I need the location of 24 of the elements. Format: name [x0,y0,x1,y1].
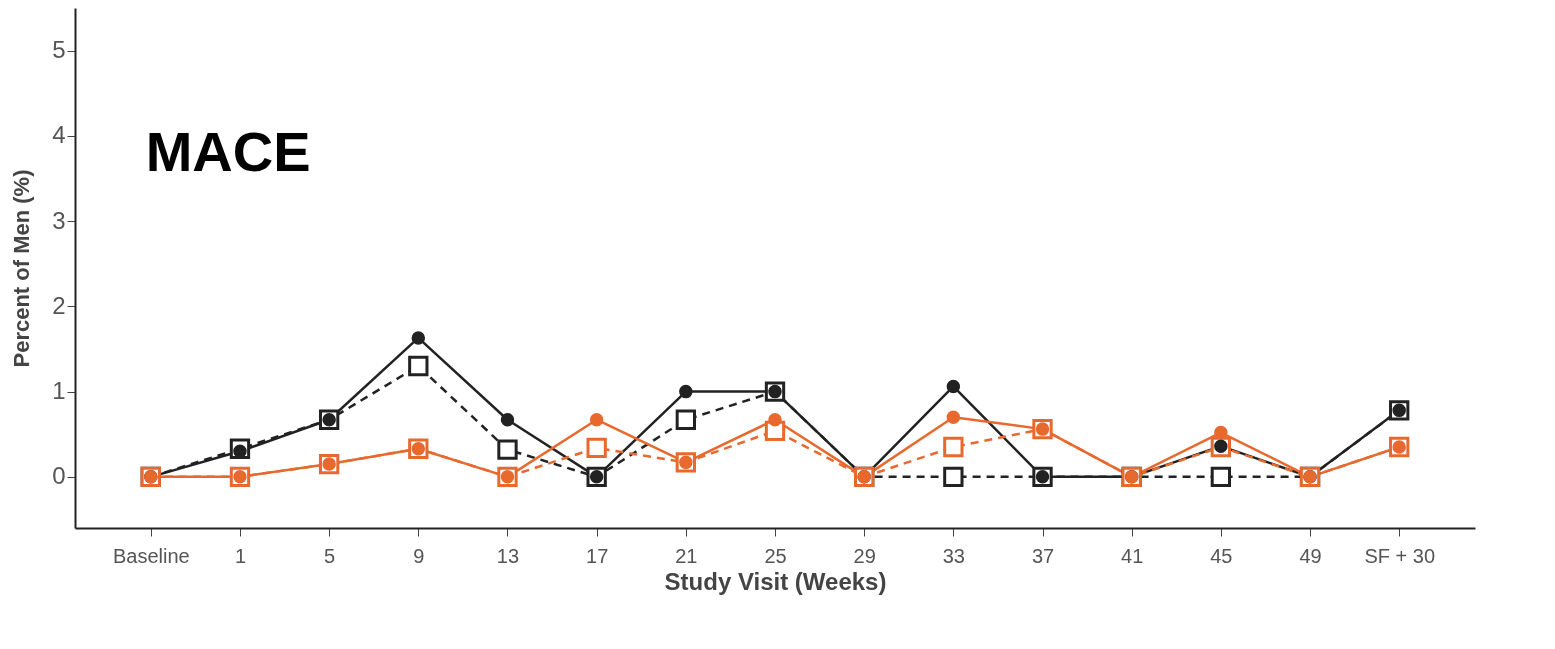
x-axis-title: Study Visit (Weeks) [664,567,887,595]
x-tick-label: 49 [1299,544,1322,567]
x-tick-label: 41 [1121,544,1144,567]
y-tick-label: 0 [52,462,66,490]
x-tick-label: 17 [586,544,609,567]
x-tick-label: 13 [496,544,520,567]
y-tick-label: 4 [52,121,66,149]
x-tick-label: 1 [234,544,247,567]
y-tick-label: 3 [52,206,66,234]
x-tick-label: 5 [324,544,336,567]
y-tick-label: 1 [52,377,66,405]
text: MACE [145,120,311,183]
y-axis-title: Percent of Men (%) [9,169,35,368]
x-tick-label: 21 [675,544,698,567]
x-tick-label: 37 [1031,544,1055,567]
x-tick-label: 33 [942,544,965,567]
y-tick-label: 2 [52,291,66,319]
x-tick-label: Baseline [112,544,190,567]
x-tick-label: SF + 30 [1364,544,1436,567]
x-tick-label: 9 [413,544,425,567]
y-tick-label: 5 [52,36,66,64]
x-tick-label: 25 [764,544,787,567]
x-tick-label: 29 [853,544,876,567]
x-tick-label: 45 [1210,544,1233,567]
